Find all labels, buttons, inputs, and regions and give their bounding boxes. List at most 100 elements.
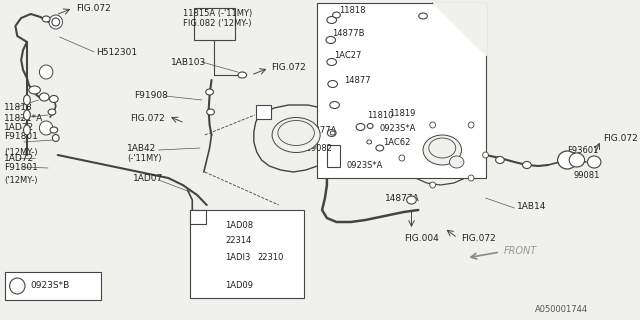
Ellipse shape	[406, 196, 416, 204]
Ellipse shape	[569, 153, 584, 167]
Ellipse shape	[328, 130, 336, 137]
Ellipse shape	[24, 110, 30, 120]
Text: 14877A: 14877A	[304, 125, 336, 134]
Ellipse shape	[367, 140, 372, 144]
Text: FIG.072: FIG.072	[461, 234, 496, 243]
Ellipse shape	[423, 135, 461, 165]
Text: 11819: 11819	[389, 108, 416, 117]
Bar	[317, 3, 486, 178]
Text: 1AD08: 1AD08	[225, 220, 253, 229]
Text: 1AC27: 1AC27	[335, 51, 362, 60]
Circle shape	[483, 152, 488, 158]
Bar	[256, 105, 271, 119]
Text: 22310: 22310	[258, 253, 284, 262]
Ellipse shape	[327, 59, 337, 66]
Text: 1AD07: 1AD07	[132, 173, 163, 182]
Text: FIG.072: FIG.072	[130, 114, 164, 123]
Text: 11815A (-'11MY): 11815A (-'11MY)	[182, 9, 252, 18]
Ellipse shape	[24, 125, 30, 135]
Ellipse shape	[495, 156, 504, 164]
Text: 1: 1	[44, 68, 49, 76]
Ellipse shape	[52, 134, 59, 141]
Ellipse shape	[429, 138, 456, 158]
Text: 11810: 11810	[367, 110, 394, 119]
Bar	[190, 210, 304, 298]
Ellipse shape	[330, 101, 339, 108]
Ellipse shape	[376, 145, 383, 151]
Ellipse shape	[52, 18, 60, 26]
Ellipse shape	[326, 36, 335, 44]
Text: 0923S*A: 0923S*A	[346, 161, 383, 170]
Text: 1ADI3: 1ADI3	[225, 253, 250, 262]
Ellipse shape	[328, 81, 337, 87]
Text: FIG.004: FIG.004	[404, 234, 438, 243]
Ellipse shape	[49, 95, 58, 102]
Ellipse shape	[419, 13, 428, 19]
Text: H512301: H512301	[96, 47, 137, 57]
Bar	[327, 145, 340, 167]
Text: 1AD72: 1AD72	[4, 154, 34, 163]
Text: 11818: 11818	[339, 5, 366, 14]
Text: 0923S*B: 0923S*B	[31, 282, 70, 291]
Text: FRONT: FRONT	[504, 246, 537, 256]
Text: FIG.082 ('12MY-): FIG.082 ('12MY-)	[182, 19, 251, 28]
Text: F91801: F91801	[4, 163, 38, 172]
Text: 1: 1	[53, 18, 58, 27]
Ellipse shape	[48, 109, 56, 115]
Text: 14877A: 14877A	[385, 194, 419, 203]
Ellipse shape	[449, 156, 464, 168]
Text: 1: 1	[15, 282, 20, 291]
Ellipse shape	[42, 16, 50, 22]
Ellipse shape	[205, 89, 214, 95]
Circle shape	[40, 121, 53, 135]
Ellipse shape	[50, 127, 58, 133]
Text: 99081: 99081	[573, 171, 600, 180]
Text: ('12MY-): ('12MY-)	[4, 148, 37, 156]
Ellipse shape	[557, 151, 577, 169]
Bar	[190, 210, 205, 224]
Text: H519082: H519082	[294, 143, 332, 153]
Ellipse shape	[522, 162, 531, 169]
Bar	[5, 272, 101, 300]
Text: ('12MY-): ('12MY-)	[4, 175, 37, 185]
Text: FIG.072: FIG.072	[271, 62, 306, 71]
Text: 1AB42: 1AB42	[127, 143, 156, 153]
Text: A: A	[260, 107, 267, 117]
Text: F93601: F93601	[567, 146, 598, 155]
Ellipse shape	[29, 86, 40, 94]
Text: 1AB103: 1AB103	[171, 58, 206, 67]
Circle shape	[468, 122, 474, 128]
Circle shape	[430, 122, 436, 128]
Text: (-'11MY): (-'11MY)	[127, 154, 161, 163]
Text: 14877: 14877	[344, 76, 371, 84]
Circle shape	[468, 175, 474, 181]
Ellipse shape	[40, 93, 49, 101]
Circle shape	[399, 155, 404, 161]
Ellipse shape	[207, 109, 214, 115]
Text: 1AB14: 1AB14	[517, 202, 547, 211]
Text: 14877B: 14877B	[332, 28, 364, 37]
Ellipse shape	[327, 17, 337, 23]
Text: 1AD09: 1AD09	[225, 281, 253, 290]
Ellipse shape	[367, 124, 373, 129]
Text: 11821*A: 11821*A	[4, 114, 43, 123]
Circle shape	[40, 65, 53, 79]
Text: FIG.072: FIG.072	[76, 4, 111, 12]
Ellipse shape	[238, 72, 246, 78]
Text: 22314: 22314	[225, 236, 252, 244]
Circle shape	[49, 15, 63, 29]
Ellipse shape	[588, 156, 601, 168]
Text: A: A	[195, 212, 202, 222]
Text: 1AC62: 1AC62	[383, 138, 410, 147]
Ellipse shape	[278, 121, 314, 146]
Circle shape	[430, 182, 436, 188]
Ellipse shape	[330, 131, 335, 135]
Ellipse shape	[356, 124, 365, 131]
Ellipse shape	[24, 95, 30, 105]
Text: 11818: 11818	[4, 102, 33, 111]
Text: 1: 1	[44, 124, 49, 132]
Text: F91801: F91801	[4, 132, 38, 140]
Text: A050001744: A050001744	[534, 306, 588, 315]
Text: 1AD72: 1AD72	[4, 123, 34, 132]
Text: FIG.072: FIG.072	[603, 133, 637, 142]
